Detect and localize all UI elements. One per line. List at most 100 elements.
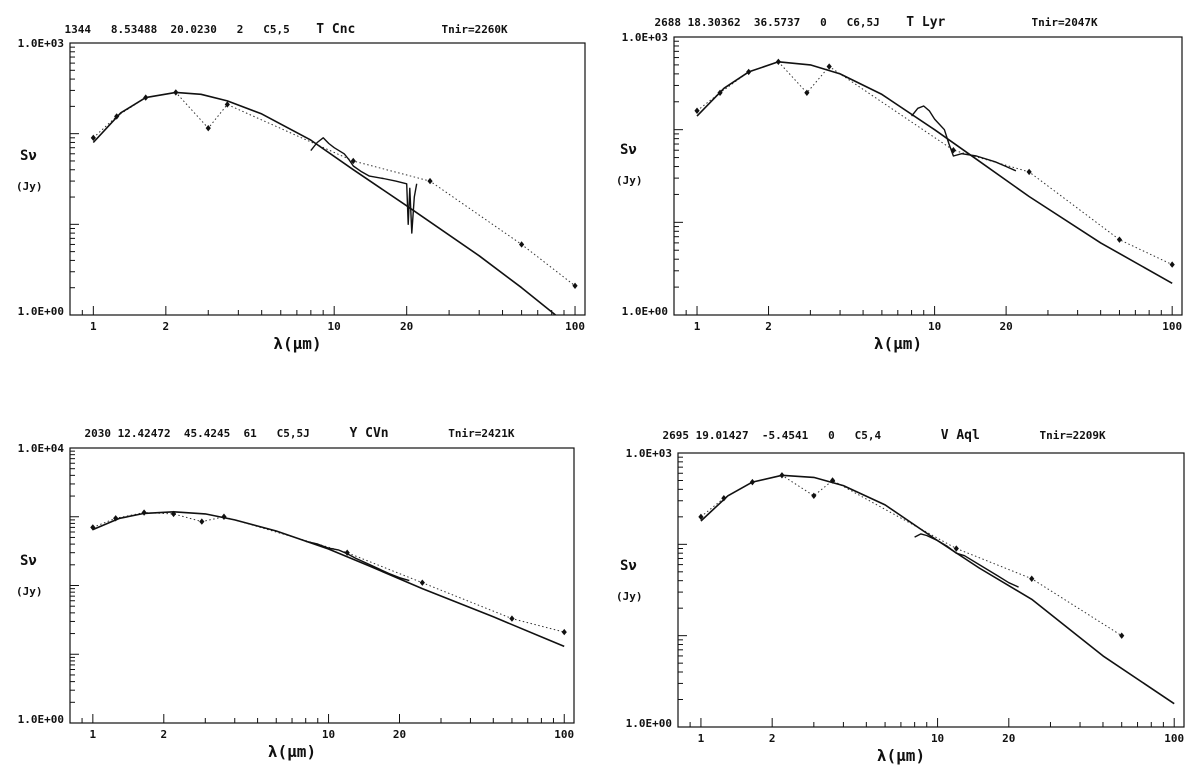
header-star-name: T Lyr xyxy=(906,15,946,30)
header-spectral-type: C6,5J xyxy=(846,16,880,29)
x-tick-label: 100 xyxy=(1162,320,1182,333)
y-tick-label: 1.0E+00 xyxy=(626,717,672,730)
data-point xyxy=(1119,632,1125,639)
data-point xyxy=(518,241,525,248)
x-tick-label: 20 xyxy=(400,320,413,333)
x-axis-label: λ(μm) xyxy=(877,746,925,765)
lrs-spectrum xyxy=(310,137,418,234)
y-tick-label: 1.0E+00 xyxy=(18,305,64,318)
header-dec: 45.4245 xyxy=(183,427,231,440)
data-point xyxy=(199,518,205,525)
chart-svg: 1.0E+03 1.0E+00 1 2 10 20 100 λ(μm) Sν (Jy) xyxy=(16,37,586,353)
data-point xyxy=(950,147,957,154)
header-star-name: V Aql xyxy=(940,428,980,443)
header-star-name: Y CVn xyxy=(349,426,389,441)
header-ra: 18.30362 xyxy=(687,16,741,29)
observed-dotted-line xyxy=(696,61,1173,266)
x-tick-label: 2 xyxy=(765,320,772,333)
y-tick-label: 1.0E+00 xyxy=(622,305,668,318)
header-ra: 8.53488 xyxy=(110,23,158,36)
data-point xyxy=(1116,236,1123,243)
data-point xyxy=(224,101,230,108)
data-point xyxy=(953,545,959,552)
observed-dotted-line xyxy=(92,91,576,287)
y-tick-label: 1.0E+03 xyxy=(622,31,668,44)
data-point xyxy=(561,628,567,636)
x-tick-label: 100 xyxy=(1164,732,1184,745)
plot-area xyxy=(700,474,1175,705)
x-tick-label: 20 xyxy=(393,728,406,741)
header-spectral-type: C5,4 xyxy=(854,429,882,442)
data-point xyxy=(143,94,149,101)
sed-panel: 2688 18.30362 36.5737 0 C6,5J T Lyr Tnir… xyxy=(600,0,1200,385)
header-id: 1344 xyxy=(64,23,92,36)
data-point xyxy=(1026,168,1032,176)
data-point xyxy=(746,68,752,76)
data-point xyxy=(811,492,817,499)
model-curve xyxy=(92,511,565,648)
y-axis-label: Sν xyxy=(20,553,37,569)
header-id: 2695 xyxy=(662,429,690,442)
x-tick-label: 20 xyxy=(1002,732,1015,745)
y-tick-label: 1.0E+04 xyxy=(18,442,65,455)
lrs-spectrum xyxy=(914,533,1019,588)
chart-svg: 1.0E+03 1.0E+00 1 2 10 20 100 λ(μm) Sν (Jy) xyxy=(616,447,1185,765)
header-n: 2 xyxy=(236,23,244,36)
data-point xyxy=(173,89,179,96)
x-tick-label: 10 xyxy=(322,728,335,741)
y-axis-label: Sν xyxy=(20,148,37,164)
x-tick-label: 10 xyxy=(931,732,944,745)
plot-area xyxy=(696,61,1173,284)
model-curve xyxy=(696,61,1173,284)
panel-header: 2030 12.42472 45.4245 61 C5,5J Y CVn Tni… xyxy=(58,413,515,454)
header-n: 0 xyxy=(828,429,835,442)
y-axis-unit: (Jy) xyxy=(16,180,43,193)
x-tick-label: 1 xyxy=(90,728,97,741)
plot-frame xyxy=(677,452,1185,728)
y-axis-label: Sν xyxy=(620,142,637,158)
x-tick-label: 100 xyxy=(554,728,574,741)
observed-dotted-line xyxy=(700,474,1122,637)
sed-panel: 2695 19.01427 -5.4541 0 C5,4 V Aql Tnir=… xyxy=(600,385,1200,769)
data-point xyxy=(717,89,723,96)
data-point xyxy=(1169,261,1175,268)
chart-svg: 1.0E+04 1.0E+00 1 2 10 20 100 λ(μm) Sν (Jy) xyxy=(16,442,575,761)
x-tick-label: 2 xyxy=(163,320,170,333)
y-axis-unit: (Jy) xyxy=(16,585,43,598)
header-n: 61 xyxy=(243,427,257,440)
data-point xyxy=(1029,575,1035,582)
data-point xyxy=(721,494,727,502)
x-tick-label: 1 xyxy=(698,732,705,745)
panel-header: 2695 19.01427 -5.4541 0 C5,4 V Aql Tnir=… xyxy=(636,415,1106,456)
data-point xyxy=(749,478,755,486)
header-ra: 12.42472 xyxy=(117,427,171,440)
header-star-name: T Cnc xyxy=(316,22,356,37)
sed-panel: 2030 12.42472 45.4245 61 C5,5J Y CVn Tni… xyxy=(0,385,600,769)
data-point xyxy=(90,134,96,142)
data-point xyxy=(113,515,119,522)
header-n: 0 xyxy=(820,16,827,29)
sed-panel: 1344 8.53488 20.0230 2 C5,5 T Cnc Tnir=2… xyxy=(0,0,600,385)
lrs-spectrum xyxy=(911,105,1017,172)
header-id: 2688 xyxy=(654,16,682,29)
plot-area xyxy=(92,511,565,648)
observed-dotted-line xyxy=(92,512,565,633)
plot-frame xyxy=(673,36,1183,316)
x-axis-label: λ(μm) xyxy=(273,334,321,353)
lrs-spectrum xyxy=(305,540,410,582)
model-curve xyxy=(700,474,1175,705)
x-tick-label: 1 xyxy=(694,320,701,333)
header-id: 2030 xyxy=(84,427,112,440)
data-point xyxy=(694,107,700,114)
chart-svg: 1.0E+03 1.0E+00 1 2 10 20 100 λ(μm) Sν (Jy) xyxy=(616,31,1183,353)
data-point xyxy=(775,58,781,65)
y-tick-label: 1.0E+03 xyxy=(626,447,672,460)
panel-header: 2688 18.30362 36.5737 0 C6,5J T Lyr Tnir… xyxy=(628,2,1098,43)
x-tick-label: 10 xyxy=(328,320,341,333)
header-dec: -5.4541 xyxy=(761,429,809,442)
data-point xyxy=(205,124,211,132)
data-point xyxy=(350,157,356,165)
x-tick-label: 20 xyxy=(999,320,1012,333)
model-curve xyxy=(92,91,557,315)
data-point xyxy=(427,177,433,185)
